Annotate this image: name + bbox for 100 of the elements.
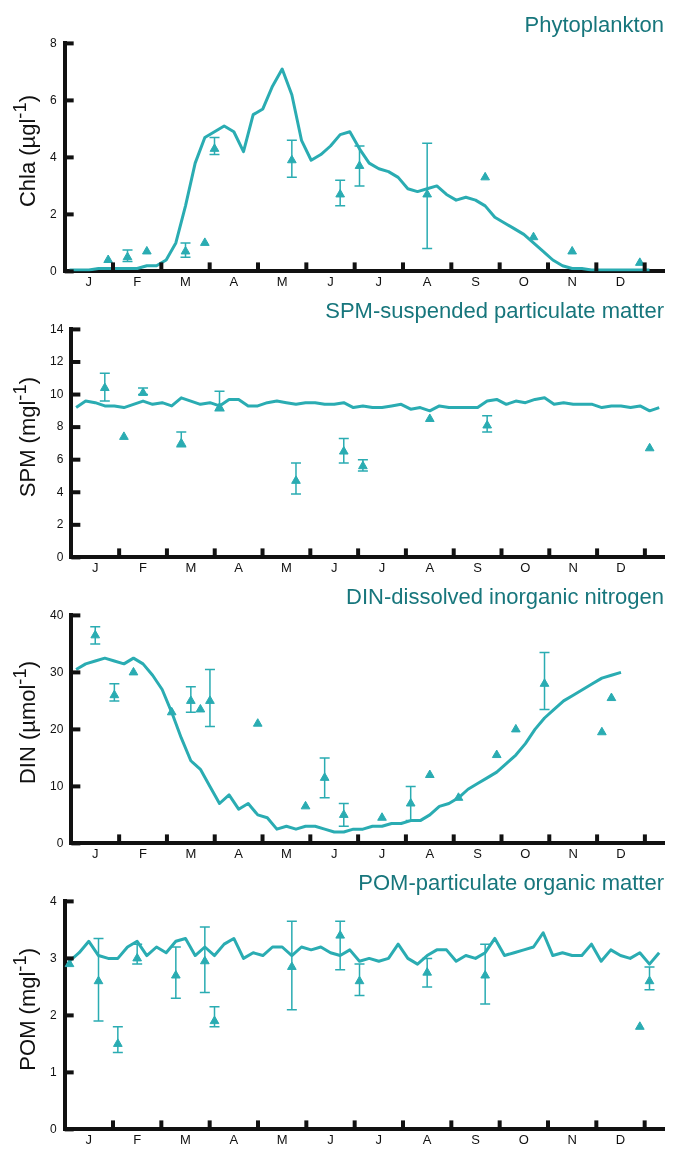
x-tick-label: M xyxy=(276,1131,288,1147)
x-tick-label: J xyxy=(330,845,338,861)
x-tick-label: M xyxy=(281,559,292,575)
point xyxy=(103,254,113,263)
x-tick-label: A xyxy=(425,845,435,861)
y-tick-label: 4 xyxy=(49,893,57,908)
x-tick-label: J xyxy=(327,1131,334,1147)
x-tick-label: F xyxy=(133,273,142,289)
x-tick-label: S xyxy=(473,559,483,575)
x-tick-label: N xyxy=(567,273,577,289)
y-tick-label: 0 xyxy=(56,549,64,564)
x-tick-label: A xyxy=(229,1131,239,1147)
point xyxy=(319,772,330,781)
x-tick-label: A xyxy=(229,273,239,289)
y-tick-label: 4 xyxy=(49,149,57,164)
x-tick-label: F xyxy=(139,559,148,575)
x-tick-label: O xyxy=(518,273,529,289)
point xyxy=(354,160,365,169)
point xyxy=(539,678,550,687)
x-tick-label: A xyxy=(422,1131,432,1147)
y-tick-label: 12 xyxy=(49,354,64,369)
x-tick-label: J xyxy=(378,559,386,575)
x-tick-label: N xyxy=(568,845,578,861)
x-tick-label: M xyxy=(185,559,197,575)
y-tick-label: 30 xyxy=(49,664,64,679)
x-tick-label: O xyxy=(520,845,531,861)
x-tick-label: S xyxy=(471,273,481,289)
x-tick-label: J xyxy=(330,559,338,575)
point xyxy=(567,245,577,255)
point xyxy=(644,442,655,452)
x-tick-label: J xyxy=(91,559,99,575)
point xyxy=(480,171,490,181)
point xyxy=(300,800,311,810)
x-tick-label: F xyxy=(133,1131,142,1147)
x-tick-label: M xyxy=(180,273,191,289)
point xyxy=(209,143,220,152)
x-tick-label: D xyxy=(615,273,626,289)
y-tick-label: 1 xyxy=(49,1064,57,1079)
point xyxy=(635,1021,645,1030)
x-tick-label: N xyxy=(568,559,578,575)
x-tick-label: D xyxy=(616,559,626,575)
y-tick-label: 2 xyxy=(49,1007,57,1022)
x-tick-label: N xyxy=(567,1131,577,1147)
y-tick-label: 4 xyxy=(56,484,64,499)
x-tick-label: M xyxy=(281,845,292,861)
chart-title: POM-particulate organic matter xyxy=(358,870,664,896)
point xyxy=(405,798,416,807)
y-tick-label: 8 xyxy=(56,419,64,434)
x-tick-label: J xyxy=(375,1131,383,1147)
y-tick-label: 10 xyxy=(49,778,64,793)
point xyxy=(606,692,617,702)
y-tick-label: 2 xyxy=(56,517,64,532)
y-tick-label: 0 xyxy=(56,835,64,850)
point xyxy=(128,666,139,676)
point xyxy=(511,723,521,733)
y-tick-label: 14 xyxy=(49,321,64,336)
x-tick-label: A xyxy=(425,559,435,575)
x-tick-label: M xyxy=(185,845,197,861)
chart-title: DIN-dissolved inorganic nitrogen xyxy=(346,584,664,610)
x-tick-label: D xyxy=(616,845,626,861)
x-tick-label: M xyxy=(276,273,288,289)
x-tick-label: J xyxy=(378,845,386,861)
x-tick-label: D xyxy=(615,1131,626,1147)
y-tick-label: 6 xyxy=(56,452,64,466)
x-tick-label: J xyxy=(85,1131,93,1147)
y-tick-label: 20 xyxy=(49,721,64,736)
point xyxy=(377,812,387,821)
point xyxy=(424,769,435,778)
x-tick-label: S xyxy=(471,1131,481,1147)
point xyxy=(424,413,435,422)
chart-title: SPM-suspended particulate matter xyxy=(325,298,664,324)
y-tick-label: 0 xyxy=(49,1121,57,1136)
x-tick-label: J xyxy=(327,273,334,289)
chart-title: Phytoplankton xyxy=(524,12,664,38)
x-tick-label: O xyxy=(518,1131,529,1147)
x-tick-label: A xyxy=(422,273,432,289)
point xyxy=(528,231,539,241)
y-tick-label: 8 xyxy=(49,35,57,50)
y-tick-label: 10 xyxy=(49,386,64,401)
x-tick-label: J xyxy=(85,273,93,289)
point xyxy=(119,431,129,440)
y-tick-label: 2 xyxy=(49,206,57,221)
point xyxy=(200,237,210,246)
point xyxy=(597,726,607,736)
point xyxy=(252,718,263,727)
x-tick-label: A xyxy=(234,559,244,575)
x-tick-label: F xyxy=(139,845,148,861)
point xyxy=(142,245,152,255)
x-tick-label: A xyxy=(234,845,244,861)
y-tick-label: 6 xyxy=(49,92,57,107)
y-tick-label: 40 xyxy=(49,607,64,622)
x-tick-label: O xyxy=(520,559,531,575)
x-tick-label: J xyxy=(91,845,99,861)
x-tick-label: S xyxy=(473,845,483,861)
y-tick-label: 3 xyxy=(49,950,57,965)
x-tick-label: M xyxy=(180,1131,191,1147)
y-tick-label: 0 xyxy=(49,263,57,278)
point xyxy=(195,703,206,713)
point xyxy=(491,749,502,759)
x-tick-label: J xyxy=(375,273,383,289)
